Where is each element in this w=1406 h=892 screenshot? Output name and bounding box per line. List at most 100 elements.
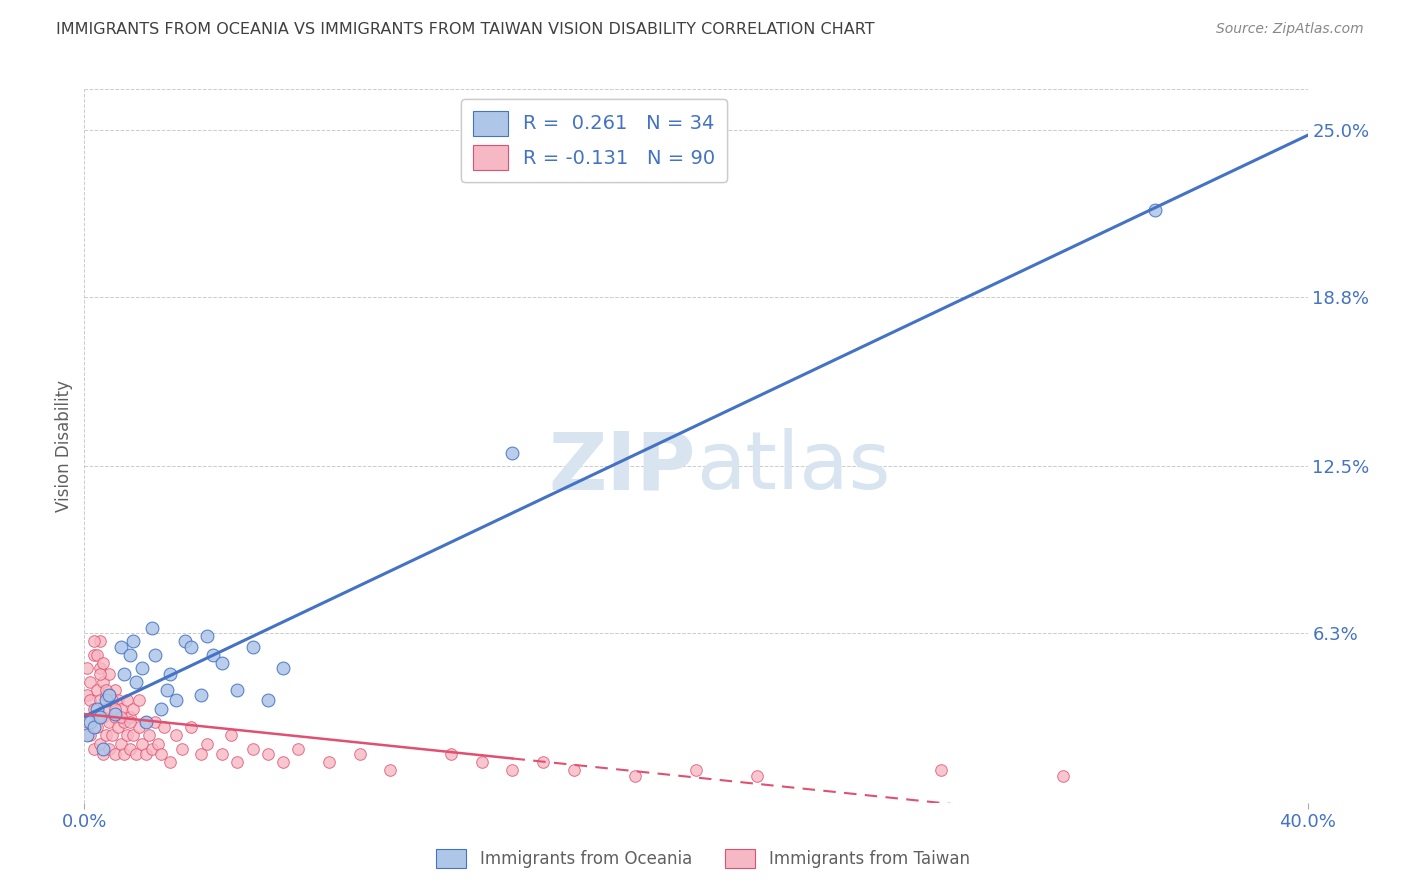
Point [141,621,163,635]
Point [226,756,249,770]
Point [159,666,181,681]
Point [89,666,111,681]
Point [128,720,150,734]
Point [624,769,647,783]
Point [242,742,264,756]
Point [79,714,101,729]
Point [89,737,111,751]
Point [76,688,98,702]
Point [91,656,114,670]
Point [135,714,157,729]
Point [211,747,233,762]
Point [201,648,224,662]
Point [531,756,554,770]
Point [128,693,150,707]
Point [97,666,120,681]
Point [257,693,280,707]
Point [97,688,120,702]
Point [89,709,111,723]
Point [135,747,157,762]
Point [91,709,114,723]
Point [89,634,111,648]
Point [153,720,176,734]
Point [502,764,524,778]
Legend: R =  0.261   N = 34, R = -0.131   N = 90: R = 0.261 N = 34, R = -0.131 N = 90 [461,99,727,182]
Point [165,729,187,743]
Point [110,709,132,723]
Point [125,747,148,762]
Point [91,742,114,756]
Point [174,634,197,648]
Point [131,661,153,675]
Point [172,742,194,756]
Y-axis label: Vision Disability: Vision Disability [55,380,73,512]
Text: IMMIGRANTS FROM OCEANIA VS IMMIGRANTS FROM TAIWAN VISION DISABILITY CORRELATION : IMMIGRANTS FROM OCEANIA VS IMMIGRANTS FR… [56,22,875,37]
Point [94,693,117,707]
Point [94,682,117,697]
Point [83,648,105,662]
Point [156,682,179,697]
Point [190,688,212,702]
Point [83,720,105,734]
Point [190,747,212,762]
Point [86,682,108,697]
Point [83,742,105,756]
Text: ZIP: ZIP [548,428,696,507]
Point [89,661,111,675]
Point [94,701,117,715]
Point [89,693,111,707]
Point [94,729,117,743]
Point [125,674,148,689]
Point [97,714,120,729]
Point [97,688,120,702]
Point [211,656,233,670]
Point [101,693,124,707]
Point [141,742,163,756]
Point [91,747,114,762]
Point [180,640,202,654]
Point [135,714,157,729]
Point [271,756,294,770]
Point [104,706,127,721]
Point [79,693,101,707]
Point [138,729,160,743]
Point [83,634,105,648]
Point [110,701,132,715]
Point [685,764,707,778]
Point [747,769,769,783]
Text: Source: ZipAtlas.com: Source: ZipAtlas.com [1216,22,1364,37]
Point [94,688,117,702]
Point [131,737,153,751]
Point [112,666,135,681]
Point [83,701,105,715]
Point [86,648,108,662]
Point [91,674,114,689]
Point [122,634,145,648]
Point [120,709,142,723]
Point [159,756,181,770]
Point [104,709,127,723]
Point [929,764,952,778]
Point [76,729,98,743]
Point [79,674,101,689]
Point [318,756,340,770]
Point [165,693,187,707]
Point [79,729,101,743]
Point [1052,769,1074,783]
Point [115,693,138,707]
Point [104,747,127,762]
Point [112,714,135,729]
Point [86,709,108,723]
Point [562,764,585,778]
Point [287,742,309,756]
Point [149,701,172,715]
Point [101,729,124,743]
Point [242,640,264,654]
Point [180,720,202,734]
Point [107,693,129,707]
Point [1143,203,1166,218]
Text: atlas: atlas [696,428,890,507]
Point [226,682,249,697]
Point [195,737,218,751]
Point [143,648,166,662]
